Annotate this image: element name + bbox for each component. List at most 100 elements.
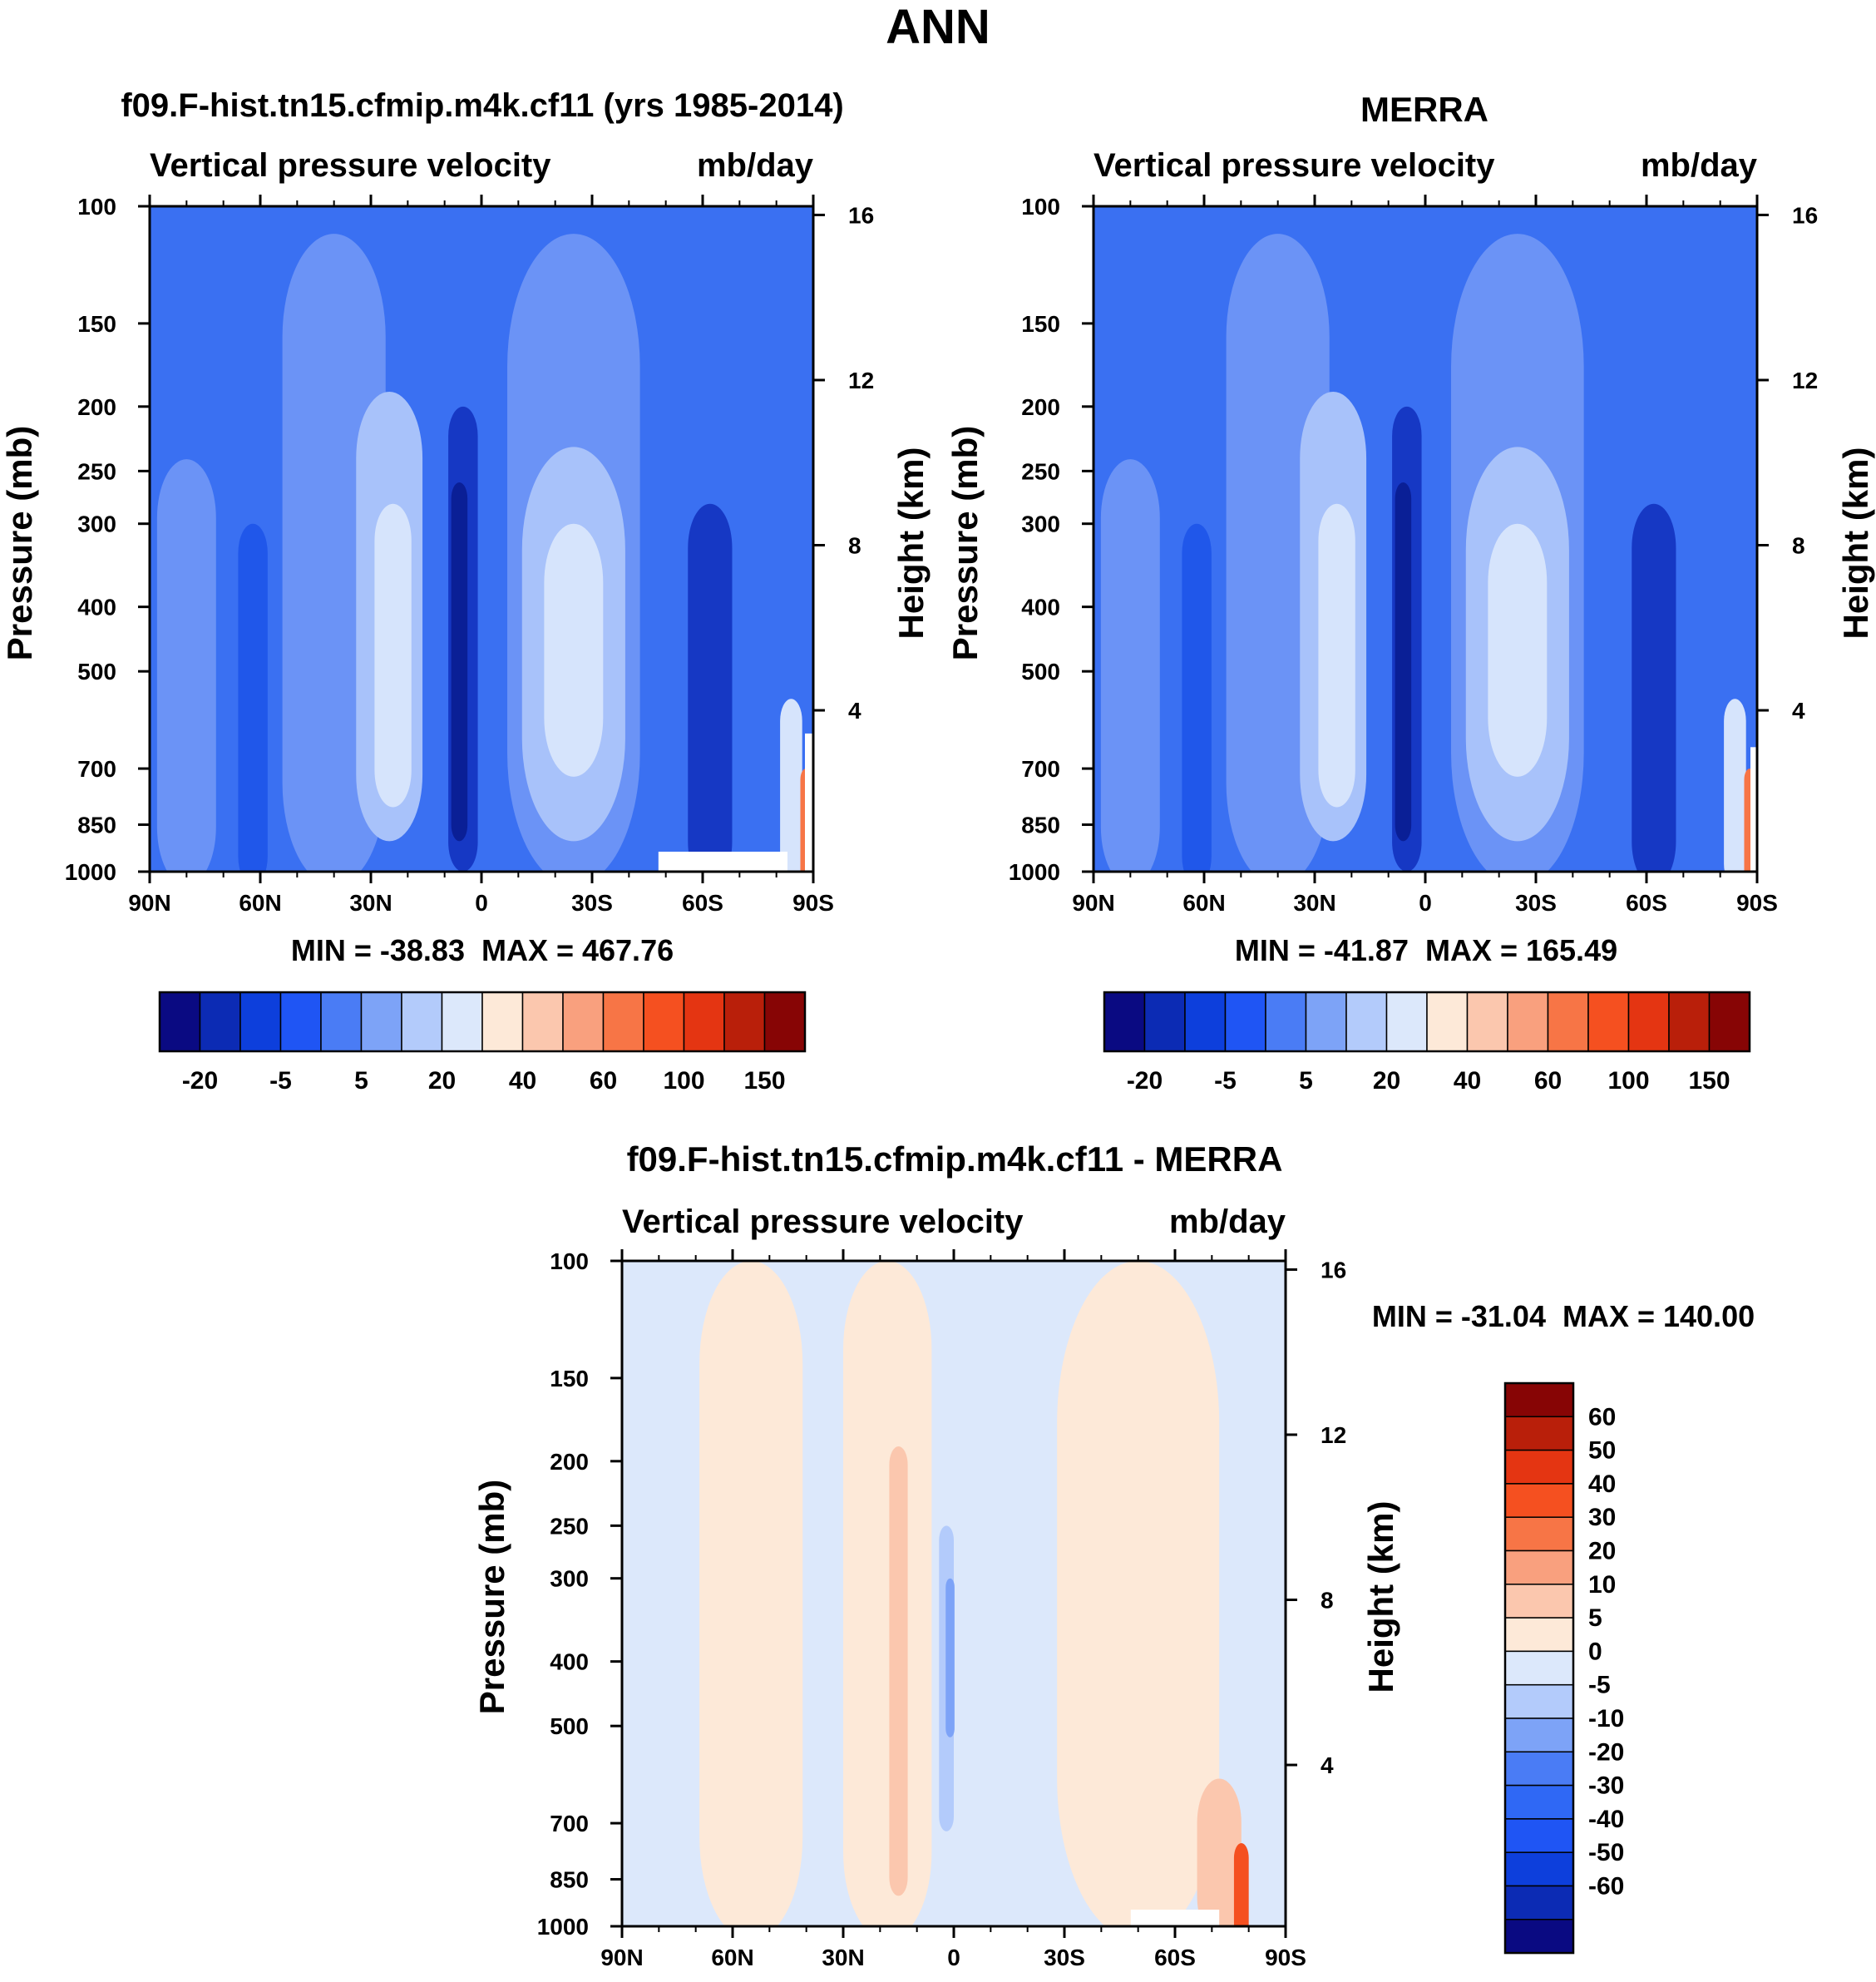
colorbar-label: -40 xyxy=(1588,1806,1624,1833)
y-tick-label: 700 xyxy=(77,756,116,782)
y-axis-title-model: Pressure (mb) xyxy=(0,426,39,660)
x-tick-label: 0 xyxy=(475,890,488,916)
y2-axis-title-obs: Height (km) xyxy=(1836,447,1875,640)
x-tick-label: 30N xyxy=(1293,890,1335,916)
page-title: ANN xyxy=(886,0,990,54)
x-tick-label: 90S xyxy=(1736,890,1778,916)
region-nh-subtropics-core xyxy=(1318,503,1355,808)
colorbar-swatch xyxy=(1504,1449,1574,1485)
x-tick-label: 30S xyxy=(1044,1945,1085,1970)
colorbar-swatch xyxy=(1504,1751,1574,1787)
contour-field-2 xyxy=(622,1261,1286,1926)
colorbar-label: 150 xyxy=(1688,1067,1730,1095)
colorbar-swatch xyxy=(1547,991,1589,1052)
colorbar-swatch xyxy=(1504,1851,1574,1887)
heatmap-2: 90N 60N 30N 0 30S 60S 90S 100 150 200 250 300 400 500… xyxy=(537,1248,1346,1970)
colorbar-swatch xyxy=(1345,991,1388,1052)
panel-left-label-diff: Vertical pressure velocity xyxy=(622,1204,1024,1240)
region-diff-tropics xyxy=(843,1261,932,1926)
y-tick-label: 200 xyxy=(77,394,116,420)
minmax-model: MIN = -38.83 MAX = 467.76 xyxy=(291,933,674,967)
colorbar-swatch xyxy=(159,991,201,1052)
colorbar-label: 20 xyxy=(428,1067,456,1095)
x-tick-label: 60S xyxy=(682,890,723,916)
colorbar-label: 5 xyxy=(1588,1604,1602,1632)
colorbar-label: 100 xyxy=(663,1067,704,1095)
region-itcz-core xyxy=(451,482,468,842)
x-tick-label: 30S xyxy=(571,890,613,916)
colorbar-label: -10 xyxy=(1588,1705,1624,1732)
colorbar-swatch xyxy=(1504,1584,1574,1619)
colorbar-swatch xyxy=(1385,991,1428,1052)
colorbar-swatch xyxy=(1504,1617,1574,1653)
x-tick-label: 30S xyxy=(1515,890,1557,916)
colorbar-swatch xyxy=(602,991,644,1052)
x-tick-label: 60N xyxy=(1182,890,1225,916)
colorbar-label: 40 xyxy=(509,1067,536,1095)
y-tick-label: 300 xyxy=(1021,512,1060,537)
y-tick-label: 100 xyxy=(77,194,116,220)
panel-title-model: f09.F-hist.tn15.cfmip.m4k.cf11 (yrs 1985… xyxy=(121,87,843,124)
colorbar-swatch xyxy=(1504,1382,1574,1418)
x-tick-label: 60S xyxy=(1154,1945,1196,1970)
colorbar-swatch xyxy=(481,991,524,1052)
colorbar-swatch xyxy=(1504,1516,1574,1552)
y-tick-label: 850 xyxy=(1021,813,1060,838)
colorbar-swatch xyxy=(1504,1718,1574,1753)
colorbar-swatch xyxy=(1668,991,1711,1052)
region-arctic xyxy=(156,459,216,872)
colorbar-swatch xyxy=(1504,1483,1574,1518)
panel-title-diff: f09.F-hist.tn15.cfmip.m4k.cf11 - MERRA xyxy=(627,1139,1283,1179)
colorbar-swatch xyxy=(401,991,443,1052)
colorbar-swatch xyxy=(1143,991,1186,1052)
y-tick-label: 1000 xyxy=(1009,859,1060,885)
colorbar-swatch xyxy=(1507,991,1549,1052)
colorbar-label: -5 xyxy=(1588,1672,1611,1699)
colorbar-label: 5 xyxy=(1299,1067,1313,1095)
x-tick-label: 30N xyxy=(349,890,392,916)
colorbar-swatch xyxy=(1708,991,1750,1052)
y-tick-label: 500 xyxy=(1021,659,1060,685)
colorbar-label: 60 xyxy=(1588,1403,1616,1431)
x-tick-label: 90S xyxy=(1265,1945,1306,1970)
colorbar-label: 40 xyxy=(1588,1470,1616,1498)
y-tick-label: 850 xyxy=(550,1867,589,1893)
colorbar-label: 40 xyxy=(1454,1067,1481,1095)
colorbar-label: 0 xyxy=(1588,1638,1602,1665)
y-tick-label: 400 xyxy=(550,1649,589,1675)
colorbar-swatch xyxy=(1224,991,1266,1052)
y2-tick-label: 4 xyxy=(848,698,861,724)
colorbar-label: -5 xyxy=(1214,1067,1237,1095)
minmax-diff: MIN = -31.04 MAX = 140.00 xyxy=(1372,1299,1755,1333)
colorbar-1: -20 -5 5 20 40 60 100 150 xyxy=(1103,991,1751,1095)
x-tick-label: 90N xyxy=(600,1945,643,1970)
colorbar-label: 20 xyxy=(1373,1067,1400,1095)
colorbar-frame xyxy=(1503,1381,1575,1955)
colorbar-label: 20 xyxy=(1588,1538,1616,1565)
colorbar-swatch xyxy=(1184,991,1227,1052)
y-tick-label: 400 xyxy=(77,595,116,620)
contour-field-1 xyxy=(1094,206,1757,872)
y-tick-label: 1000 xyxy=(537,1914,589,1940)
y-tick-label: 150 xyxy=(1021,311,1060,337)
colorbar-label: -20 xyxy=(182,1067,218,1095)
colorbar-swatch xyxy=(1504,1650,1574,1686)
x-tick-label: 60N xyxy=(711,1945,753,1970)
region-arctic xyxy=(1100,459,1160,872)
colorbar-label: 30 xyxy=(1588,1504,1616,1531)
colorbar-label: 100 xyxy=(1607,1067,1649,1095)
colorbar-label: 5 xyxy=(354,1067,368,1095)
y-axis-title-diff: Pressure (mb) xyxy=(472,1480,511,1714)
y-tick-label: 250 xyxy=(1021,458,1060,484)
colorbar-swatch xyxy=(521,991,564,1052)
y-tick-label: 200 xyxy=(1021,394,1060,420)
colorbar-frame xyxy=(1103,991,1751,1053)
region-antarctic-surface xyxy=(780,699,802,872)
y2-tick-label: 8 xyxy=(1792,533,1805,559)
y2-axis-title-model: Height (km) xyxy=(891,447,931,640)
colorbar-swatch xyxy=(1587,991,1630,1052)
region-diff-nh-max xyxy=(889,1446,908,1896)
colorbar-label: -60 xyxy=(1588,1873,1624,1900)
colorbar-swatch xyxy=(1627,991,1670,1052)
